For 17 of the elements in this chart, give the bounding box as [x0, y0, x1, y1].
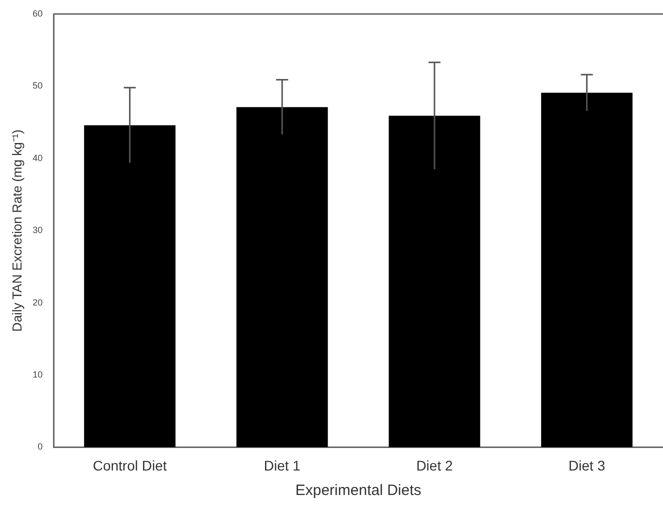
- y-axis-title: Daily TAN Excretion Rate (mg kg⁻¹): [9, 130, 24, 332]
- y-tick-label: 0: [38, 442, 43, 452]
- x-tick-label: Diet 3: [568, 457, 606, 474]
- bar: [541, 92, 633, 448]
- x-tick-label: Diet 2: [416, 457, 453, 474]
- bar: [388, 116, 480, 448]
- y-tick-label: 60: [32, 8, 43, 18]
- x-tick-label: Control Diet: [92, 457, 167, 474]
- y-tick-label: 20: [32, 297, 43, 308]
- x-axis-title: Experimental Diets: [295, 482, 422, 500]
- x-tick-label: Diet 1: [264, 457, 301, 474]
- bar: [236, 107, 328, 448]
- y-tick-label: 40: [32, 152, 43, 163]
- y-tick-label: 10: [32, 369, 43, 380]
- y-tick-label: 50: [32, 80, 43, 91]
- y-tick-label: 30: [32, 225, 43, 236]
- bar: [84, 125, 176, 448]
